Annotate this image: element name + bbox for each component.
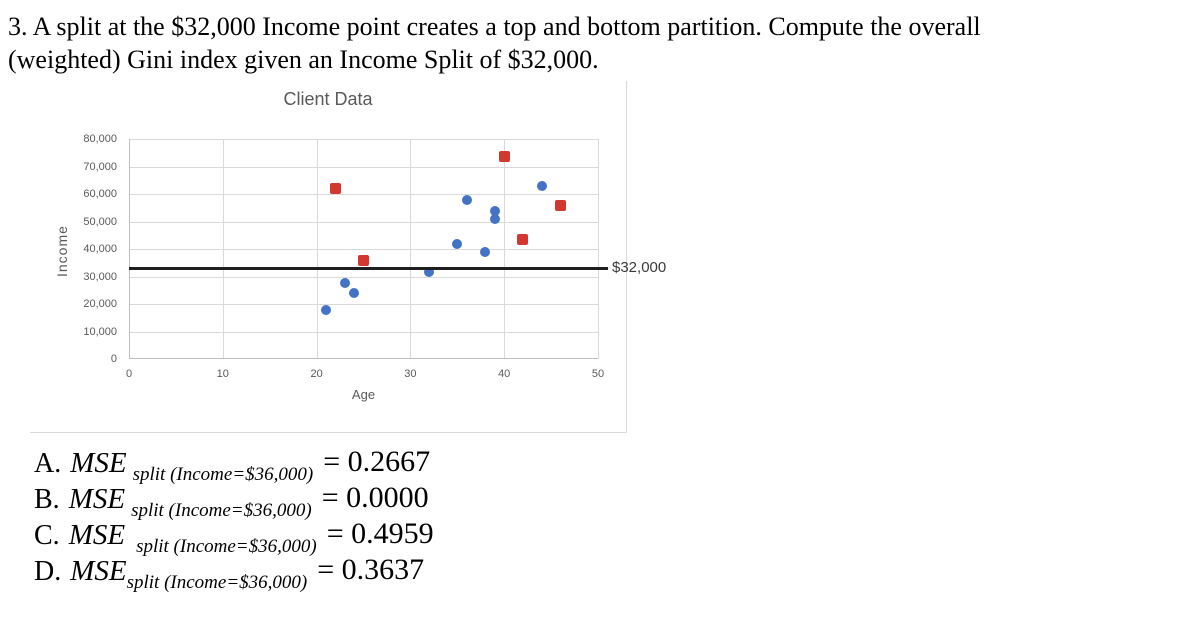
mse-value: = 0.0000 bbox=[321, 481, 429, 514]
mse-term: MSE bbox=[68, 483, 126, 515]
split-line-label: $32,000 bbox=[612, 259, 667, 276]
y-axis-line bbox=[129, 139, 130, 359]
x-axis-line bbox=[129, 358, 598, 359]
h-gridline bbox=[129, 331, 598, 333]
option-a: A. MSE split (Income=$36,000) = 0.2667 bbox=[34, 445, 434, 485]
v-gridline bbox=[222, 139, 224, 359]
blue-circle-class-point bbox=[424, 267, 435, 278]
v-gridline bbox=[504, 139, 506, 359]
red-square-class-point bbox=[517, 233, 529, 245]
v-gridline bbox=[598, 139, 599, 359]
option-c: C. MSE split (Income=$36,000) = 0.4959 bbox=[34, 517, 434, 557]
option-d: D. MSEsplit (Income=$36,000) = 0.3637 bbox=[34, 553, 434, 593]
option-b: B. MSE split (Income=$36,000) = 0.0000 bbox=[34, 481, 434, 521]
blue-circle-class-point bbox=[320, 304, 331, 315]
client-data-chart: Client Data Income 0 10,000 20,000 30,000 40… bbox=[30, 81, 666, 433]
option-letter: D. bbox=[34, 556, 62, 587]
question-line-1: 3. A split at the $32,000 Income point c… bbox=[8, 12, 981, 41]
y-tick-label: 70,000 bbox=[83, 160, 117, 173]
y-tick-label: 30,000 bbox=[83, 270, 117, 283]
income-split-line bbox=[129, 267, 608, 271]
red-square-class-point bbox=[554, 199, 566, 211]
y-tick-label: 0 bbox=[110, 353, 117, 365]
blue-circle-class-point bbox=[339, 278, 350, 289]
mse-value: = 0.3637 bbox=[317, 553, 425, 586]
x-axis-title: Age bbox=[351, 387, 376, 402]
option-letter: B. bbox=[34, 484, 60, 515]
blue-circle-class-point bbox=[480, 246, 491, 257]
h-gridline bbox=[129, 166, 598, 168]
v-gridline bbox=[316, 139, 318, 359]
h-gridline bbox=[129, 276, 598, 278]
mse-value: = 0.4959 bbox=[326, 517, 434, 550]
question-line-2: (weighted) Gini index given an Income Sp… bbox=[8, 45, 599, 74]
y-tick-label: 50,000 bbox=[83, 215, 117, 228]
blue-circle-class-point bbox=[452, 238, 463, 249]
mse-subscript: split (Income=$36,000) bbox=[126, 572, 308, 593]
mse-subscript: split (Income=$36,000) bbox=[136, 536, 317, 557]
chart-title: Client Data bbox=[283, 89, 373, 109]
y-tick-label: 40,000 bbox=[83, 243, 117, 255]
y-tick-label: 80,000 bbox=[83, 133, 117, 145]
x-tick-label: 20 bbox=[310, 368, 323, 380]
option-letter: C. bbox=[34, 520, 60, 551]
h-gridline bbox=[129, 304, 598, 305]
mse-value: = 0.2667 bbox=[323, 445, 431, 478]
mse-subscript: split (Income=$36,000) bbox=[132, 464, 314, 485]
x-tick-label: 0 bbox=[125, 368, 133, 380]
x-tick-label: 40 bbox=[498, 368, 511, 380]
mse-term: MSE bbox=[70, 555, 127, 587]
x-tick-label: 10 bbox=[216, 368, 229, 380]
y-tick-label: 10,000 bbox=[83, 325, 117, 338]
red-square-class-point bbox=[329, 183, 341, 194]
mse-term: MSE bbox=[70, 447, 127, 479]
blue-circle-class-point bbox=[349, 288, 360, 298]
mse-term: MSE bbox=[68, 519, 126, 551]
option-letter: A. bbox=[34, 448, 62, 479]
answer-options: A. MSE split (Income=$36,000) = 0.2667 B. MS… bbox=[34, 445, 434, 593]
x-tick-label: 30 bbox=[404, 368, 417, 380]
plot-area bbox=[129, 139, 608, 359]
h-gridline bbox=[129, 249, 598, 250]
blue-circle-class-point bbox=[489, 205, 500, 216]
h-gridline bbox=[129, 221, 598, 223]
y-tick-label: 20,000 bbox=[83, 298, 117, 310]
h-gridline bbox=[129, 139, 598, 140]
h-gridline bbox=[129, 194, 598, 195]
red-square-class-point bbox=[498, 151, 510, 163]
x-tick-label: 50 bbox=[591, 368, 605, 380]
blue-circle-class-point bbox=[536, 180, 547, 191]
mse-subscript: split (Income=$36,000) bbox=[131, 500, 312, 521]
v-gridline bbox=[410, 139, 412, 359]
blue-circle-class-point bbox=[461, 194, 472, 205]
y-tick-label: 60,000 bbox=[83, 188, 117, 200]
blue-circle-class-point bbox=[489, 213, 500, 224]
question-text: 3. A split at the $32,000 Income point c… bbox=[8, 10, 1194, 76]
red-square-class-point bbox=[358, 254, 369, 266]
